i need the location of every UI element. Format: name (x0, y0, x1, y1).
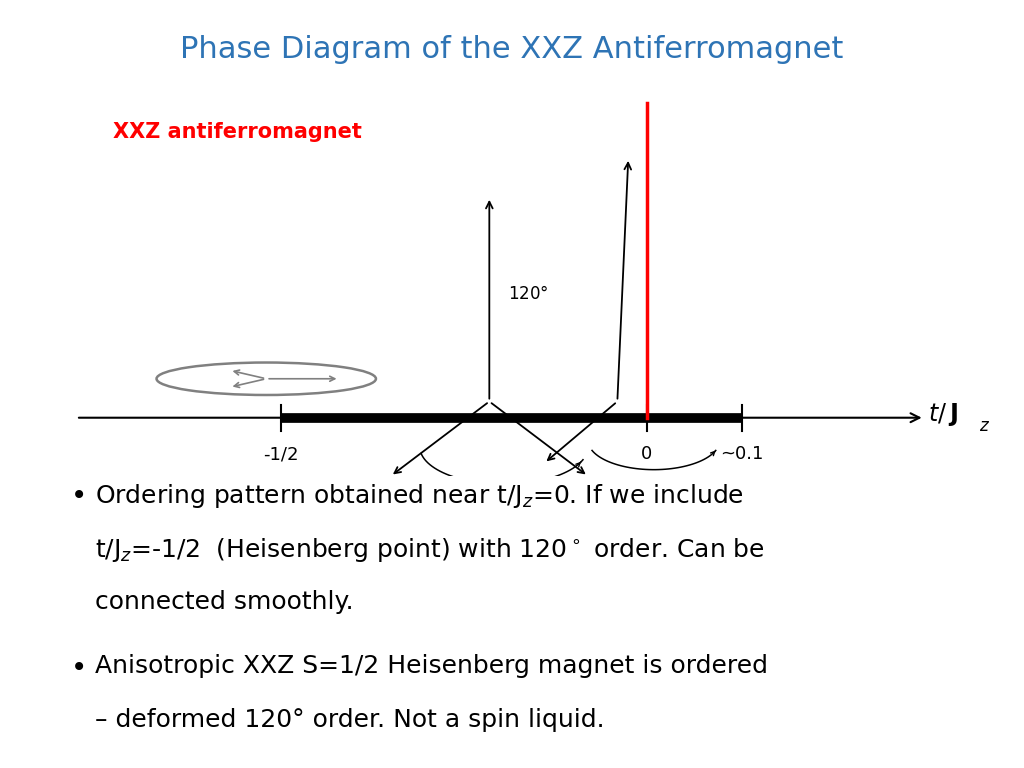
Text: Anisotropic XXZ S=1/2 Heisenberg magnet is ordered: Anisotropic XXZ S=1/2 Heisenberg magnet … (95, 654, 768, 678)
Text: connected smoothly.: connected smoothly. (95, 590, 353, 614)
Text: $t/\,\mathbf{J}$: $t/\,\mathbf{J}$ (928, 401, 958, 428)
Text: -1/2: -1/2 (263, 445, 299, 463)
Text: t/J$_z$=-1/2  (Heisenberg point) with 120$^\circ$ order. Can be: t/J$_z$=-1/2 (Heisenberg point) with 120… (95, 536, 765, 564)
Text: – deformed 120° order. Not a spin liquid.: – deformed 120° order. Not a spin liquid… (95, 708, 604, 732)
Text: 0: 0 (641, 445, 652, 463)
Text: •: • (71, 654, 87, 682)
Text: XXZ antiferromagnet: XXZ antiferromagnet (113, 122, 361, 142)
Text: Ordering pattern obtained near t/J$_z$=0. If we include: Ordering pattern obtained near t/J$_z$=0… (95, 482, 744, 510)
Text: Phase Diagram of the XXZ Antiferromagnet: Phase Diagram of the XXZ Antiferromagnet (180, 35, 844, 64)
Text: •: • (71, 482, 87, 510)
Text: $z$: $z$ (979, 417, 990, 435)
Text: ~0.1: ~0.1 (720, 445, 763, 463)
Text: $120°$: $120°$ (508, 286, 548, 303)
